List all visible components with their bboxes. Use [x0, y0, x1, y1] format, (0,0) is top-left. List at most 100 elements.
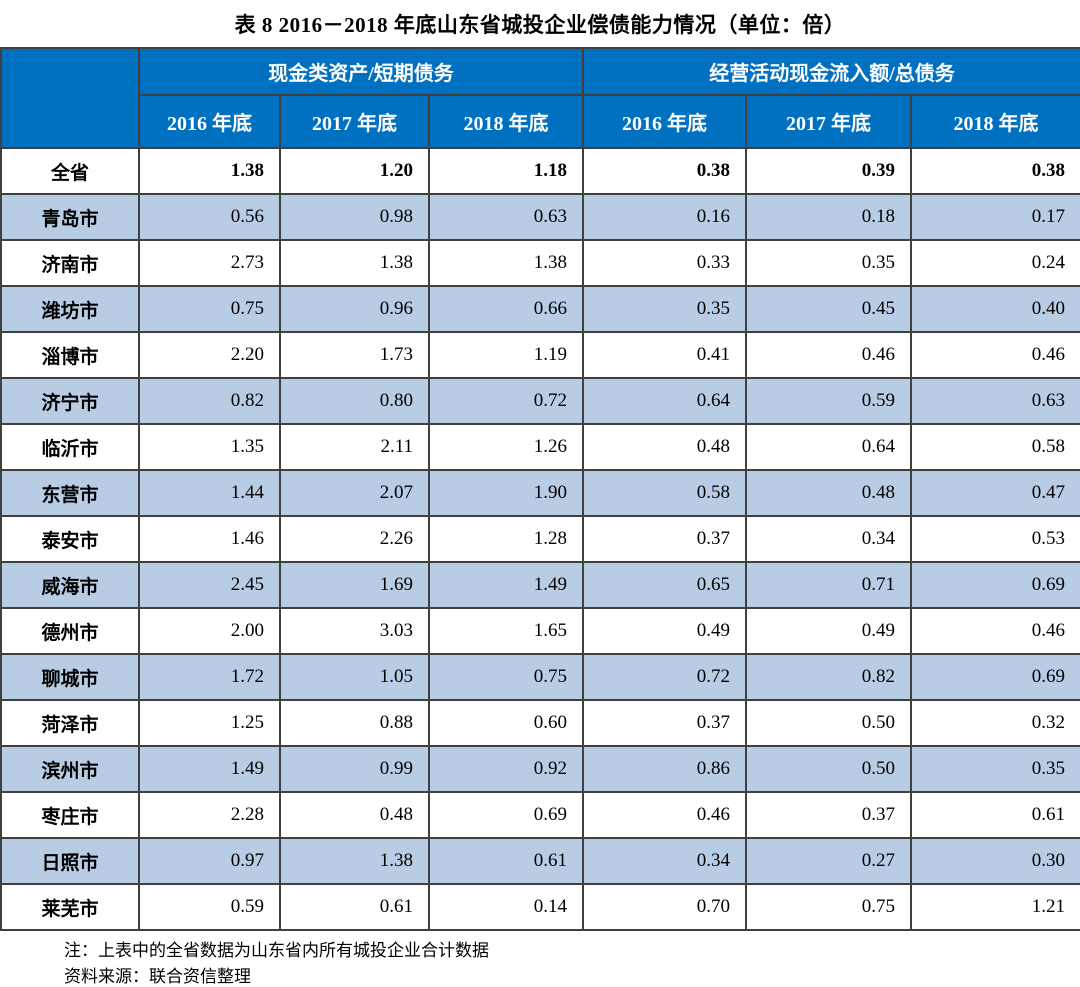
value-cell: 3.03 [279, 607, 430, 655]
table-row: 泰安市 1.46 2.26 1.28 0.37 0.34 0.53 [0, 515, 1080, 563]
row-header: 济南市 [0, 239, 140, 287]
row-header: 枣庄市 [0, 791, 140, 839]
value-cell: 0.61 [279, 883, 430, 931]
value-cell: 2.26 [279, 515, 430, 563]
value-cell: 0.38 [910, 147, 1080, 195]
value-cell: 1.73 [279, 331, 430, 379]
value-cell: 1.19 [428, 331, 584, 379]
value-cell: 1.38 [428, 239, 584, 287]
value-cell: 0.33 [582, 239, 747, 287]
value-cell: 0.46 [745, 331, 912, 379]
table-row: 济南市 2.73 1.38 1.38 0.33 0.35 0.24 [0, 239, 1080, 287]
table-row: 滨州市 1.49 0.99 0.92 0.86 0.50 0.35 [0, 745, 1080, 793]
table-notes: 注：上表中的全省数据为山东省内所有城投企业合计数据 资料来源：联合资信整理 [64, 938, 1080, 987]
row-header: 德州市 [0, 607, 140, 655]
table-row: 淄博市 2.20 1.73 1.19 0.41 0.46 0.46 [0, 331, 1080, 379]
row-header: 全省 [0, 147, 140, 195]
value-cell: 0.59 [138, 883, 281, 931]
value-cell: 1.46 [138, 515, 281, 563]
value-cell: 1.72 [138, 653, 281, 701]
row-header: 日照市 [0, 837, 140, 885]
value-cell: 0.80 [279, 377, 430, 425]
value-cell: 0.46 [582, 791, 747, 839]
corner-cell [0, 47, 140, 149]
value-cell: 0.37 [582, 699, 747, 747]
value-cell: 0.97 [138, 837, 281, 885]
debt-capacity-table: 现金类资产/短期债务 经营活动现金流入额/总债务 2016 年底 2017 年底 201… [0, 47, 1080, 931]
group-header-1: 经营活动现金流入额/总债务 [582, 47, 1080, 96]
value-cell: 0.88 [279, 699, 430, 747]
row-header: 聊城市 [0, 653, 140, 701]
value-cell: 1.28 [428, 515, 584, 563]
value-cell: 0.63 [428, 193, 584, 241]
value-cell: 0.72 [582, 653, 747, 701]
value-cell: 0.72 [428, 377, 584, 425]
table-row: 潍坊市 0.75 0.96 0.66 0.35 0.45 0.40 [0, 285, 1080, 333]
note-source-data: 注：上表中的全省数据为山东省内所有城投企业合计数据 [64, 941, 489, 960]
table-row: 济宁市 0.82 0.80 0.72 0.64 0.59 0.63 [0, 377, 1080, 425]
row-header: 临沂市 [0, 423, 140, 471]
table-row: 青岛市 0.56 0.98 0.63 0.16 0.18 0.17 [0, 193, 1080, 241]
value-cell: 1.49 [138, 745, 281, 793]
value-cell: 0.14 [428, 883, 584, 931]
year-header-5: 2018 年底 [910, 94, 1080, 149]
table-row: 德州市 2.00 3.03 1.65 0.49 0.49 0.46 [0, 607, 1080, 655]
value-cell: 0.35 [910, 745, 1080, 793]
value-cell: 0.66 [428, 285, 584, 333]
value-cell: 0.75 [745, 883, 912, 931]
value-cell: 0.47 [910, 469, 1080, 517]
value-cell: 1.21 [910, 883, 1080, 931]
row-header: 菏泽市 [0, 699, 140, 747]
value-cell: 0.40 [910, 285, 1080, 333]
value-cell: 1.26 [428, 423, 584, 471]
value-cell: 0.32 [910, 699, 1080, 747]
value-cell: 0.96 [279, 285, 430, 333]
value-cell: 0.75 [428, 653, 584, 701]
value-cell: 0.48 [745, 469, 912, 517]
table-body: 全省 1.38 1.20 1.18 0.38 0.39 0.38 青岛市 0.56 0.98 0.6… [0, 147, 1080, 931]
value-cell: 0.75 [138, 285, 281, 333]
table-row: 全省 1.38 1.20 1.18 0.38 0.39 0.38 [0, 147, 1080, 195]
table-title: 表 8 2016－2018 年底山东省城投企业偿债能力情况（单位：倍） [234, 13, 846, 37]
row-header: 威海市 [0, 561, 140, 609]
value-cell: 0.82 [745, 653, 912, 701]
year-header-1: 2017 年底 [279, 94, 430, 149]
value-cell: 1.05 [279, 653, 430, 701]
value-cell: 0.24 [910, 239, 1080, 287]
value-cell: 2.20 [138, 331, 281, 379]
value-cell: 0.49 [745, 607, 912, 655]
value-cell: 0.61 [428, 837, 584, 885]
table-row: 枣庄市 2.28 0.48 0.69 0.46 0.37 0.61 [0, 791, 1080, 839]
value-cell: 0.70 [582, 883, 747, 931]
row-header: 莱芜市 [0, 883, 140, 931]
value-cell: 0.58 [582, 469, 747, 517]
row-header: 青岛市 [0, 193, 140, 241]
value-cell: 0.69 [428, 791, 584, 839]
value-cell: 0.92 [428, 745, 584, 793]
value-cell: 1.18 [428, 147, 584, 195]
value-cell: 0.49 [582, 607, 747, 655]
table-row: 菏泽市 1.25 0.88 0.60 0.37 0.50 0.32 [0, 699, 1080, 747]
row-header: 济宁市 [0, 377, 140, 425]
table-row: 临沂市 1.35 2.11 1.26 0.48 0.64 0.58 [0, 423, 1080, 471]
value-cell: 0.45 [745, 285, 912, 333]
value-cell: 1.49 [428, 561, 584, 609]
value-cell: 0.63 [910, 377, 1080, 425]
value-cell: 2.07 [279, 469, 430, 517]
value-cell: 0.34 [745, 515, 912, 563]
value-cell: 0.41 [582, 331, 747, 379]
value-cell: 0.48 [582, 423, 747, 471]
value-cell: 0.35 [745, 239, 912, 287]
value-cell: 0.34 [582, 837, 747, 885]
value-cell: 1.44 [138, 469, 281, 517]
value-cell: 1.65 [428, 607, 584, 655]
value-cell: 0.46 [910, 607, 1080, 655]
value-cell: 0.71 [745, 561, 912, 609]
value-cell: 2.11 [279, 423, 430, 471]
value-cell: 2.00 [138, 607, 281, 655]
table-row: 威海市 2.45 1.69 1.49 0.65 0.71 0.69 [0, 561, 1080, 609]
value-cell: 0.99 [279, 745, 430, 793]
value-cell: 2.28 [138, 791, 281, 839]
value-cell: 0.69 [910, 653, 1080, 701]
